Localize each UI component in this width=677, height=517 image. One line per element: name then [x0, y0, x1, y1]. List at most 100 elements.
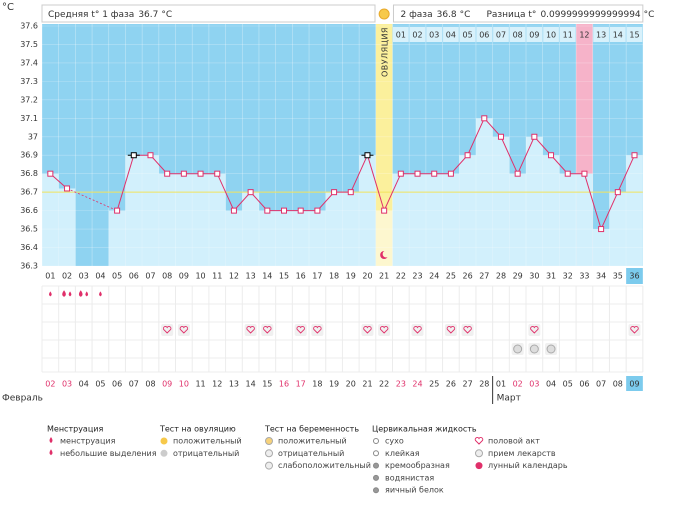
legend-pill	[475, 449, 483, 458]
legend-test	[265, 449, 273, 458]
icon-tile	[628, 324, 641, 336]
phase1-avg: Средняя t° 1 фаза 36.7 °C	[48, 10, 172, 20]
legend-drop	[49, 437, 53, 443]
phase2-cell	[392, 27, 409, 42]
temp-bar	[526, 136, 543, 266]
intercourse-icon	[361, 324, 374, 336]
sun-icon	[378, 8, 390, 20]
temp-bar	[225, 210, 243, 266]
day-label: 32	[563, 272, 573, 281]
legend-title: Тест на овуляцию	[159, 425, 236, 434]
phase2-day: 02	[412, 31, 422, 40]
date-label: 25	[429, 380, 439, 389]
temp-point	[164, 170, 171, 177]
legend-fluid	[373, 450, 379, 457]
y-tick-label: 37.5	[20, 40, 38, 49]
temp-point	[548, 152, 555, 159]
day-label: 30	[529, 272, 539, 281]
temp-bar	[492, 136, 510, 266]
phase2-avg: 2 фаза 36.8 °C Разница t° 0.0999999999999994…	[400, 10, 654, 20]
date-label: 11	[195, 380, 205, 389]
legend-item: менструация	[60, 437, 116, 446]
day-label: 14	[262, 272, 272, 281]
date-label: 26	[446, 380, 456, 389]
phase2-day: 04	[446, 31, 456, 40]
phase2-day: 07	[496, 31, 506, 40]
icon-tile	[261, 324, 274, 336]
temp-bar	[242, 192, 259, 266]
temp-point	[564, 170, 571, 177]
heart	[530, 326, 539, 334]
date-label: 23	[396, 380, 406, 389]
temp-bar	[208, 173, 226, 266]
temp-point	[447, 170, 454, 177]
date-label: 17	[296, 380, 306, 389]
phase2-cell	[559, 27, 576, 42]
date-label: 24	[412, 380, 422, 389]
heart	[446, 326, 456, 334]
ovulation-column	[375, 24, 393, 266]
legend-title: Цервикальная жидкость	[372, 425, 477, 434]
day-label: 08	[162, 272, 172, 281]
day-label: 18	[329, 272, 339, 281]
temp-point	[130, 152, 137, 159]
temp-point	[230, 207, 237, 214]
temp-bar	[309, 210, 326, 266]
phase2-day: 10	[546, 31, 556, 40]
temp-bar	[342, 192, 360, 266]
icon-tile	[444, 324, 457, 336]
date-label: 27	[463, 380, 473, 389]
legend-item: кремообразная	[385, 461, 450, 470]
phase2-cell	[459, 27, 476, 42]
day-label: 29	[513, 272, 523, 281]
temp-point	[64, 185, 71, 192]
day-label: 11	[212, 272, 222, 281]
y-tick-label: 37.2	[20, 95, 38, 104]
heart	[379, 326, 389, 334]
phase2-day: 09	[529, 31, 539, 40]
temp-point	[47, 170, 54, 177]
phase2-cell	[409, 27, 426, 42]
intercourse-icon	[411, 324, 424, 336]
legend-fluid	[373, 438, 379, 444]
date-label: 02	[513, 380, 523, 389]
temp-bar	[175, 173, 193, 266]
temp-bar	[359, 155, 376, 266]
temp-point	[364, 152, 371, 159]
date-label: 14	[246, 380, 256, 389]
pregnancy-test-icon	[529, 344, 539, 354]
date-label: 20	[346, 380, 356, 389]
phase2-cell	[593, 27, 609, 42]
day-label: 24	[429, 272, 439, 281]
date-label: 02	[45, 380, 55, 389]
temp-point	[614, 189, 621, 196]
day-label: 10	[195, 272, 205, 281]
intercourse-icon	[177, 324, 190, 336]
legend-drop	[49, 449, 53, 456]
phase2-day: 13	[596, 31, 606, 40]
phase2-day: 03	[429, 31, 439, 40]
temp-point	[347, 189, 354, 196]
date-label: 01	[496, 380, 506, 389]
temp-bar	[325, 192, 343, 266]
icon-tile	[378, 324, 391, 336]
day-label: 21	[379, 272, 389, 281]
temp-bar	[559, 173, 577, 266]
phase2-day: 11	[563, 31, 573, 40]
header-box	[41, 4, 376, 23]
date-label: 09	[629, 380, 639, 389]
temp-point	[197, 170, 204, 177]
icon-tile	[244, 324, 257, 336]
temp-bar	[142, 155, 159, 266]
day-label: 02	[62, 272, 72, 281]
intercourse-icon	[444, 324, 457, 336]
day-label: 26	[463, 272, 473, 281]
heart	[363, 326, 372, 334]
heart	[179, 326, 189, 334]
intercourse-icon	[244, 324, 257, 336]
temp-point	[114, 207, 121, 214]
date-label: 04	[546, 380, 556, 389]
gap-line	[66, 188, 118, 211]
day-label: 19	[346, 272, 356, 281]
